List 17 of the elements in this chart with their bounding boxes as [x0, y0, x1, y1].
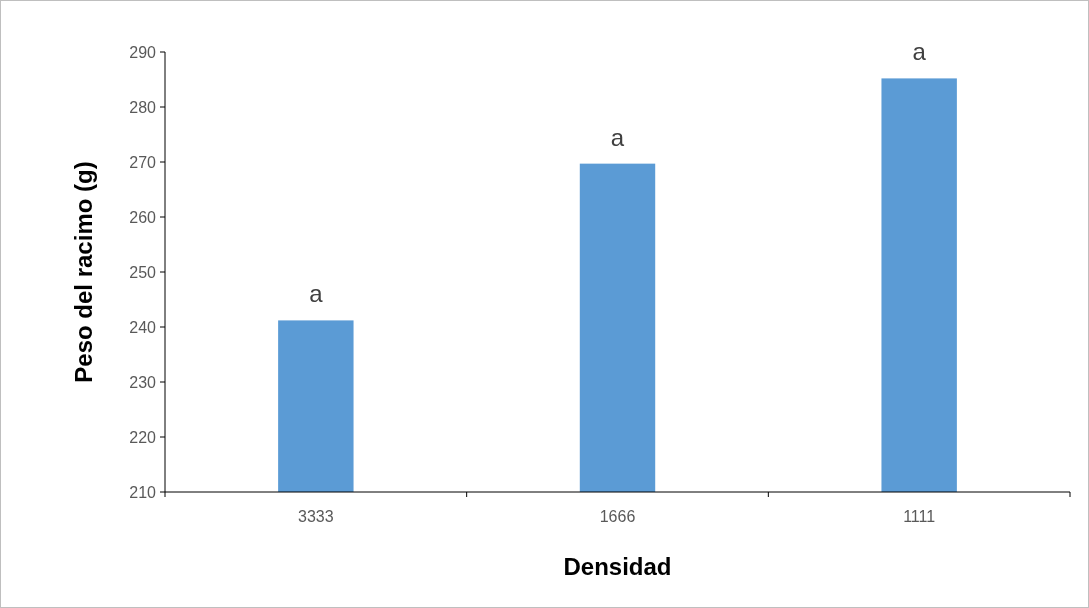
y-tick-label: 260 — [129, 208, 157, 226]
y-tick-label: 240 — [129, 318, 157, 336]
x-tick-label: 1666 — [599, 508, 636, 525]
y-tick-label: 230 — [129, 373, 157, 391]
y-tick-label: 210 — [129, 483, 157, 501]
y-tick-label: 290 — [129, 43, 157, 61]
x-tick-label: 3333 — [298, 508, 334, 525]
y-tick-label: 270 — [129, 153, 157, 171]
x-axis-title: Densidad — [563, 553, 672, 580]
y-tick-label: 280 — [129, 98, 157, 116]
y-tick-label: 220 — [129, 428, 157, 446]
x-tick-label: 1111 — [903, 508, 936, 525]
annotation: a — [610, 123, 625, 151]
annotation: a — [309, 280, 324, 308]
y-tick-label: 250 — [129, 263, 157, 281]
y-axis-title: Peso del racimo (g) — [70, 161, 97, 383]
annotation: a — [912, 38, 927, 66]
